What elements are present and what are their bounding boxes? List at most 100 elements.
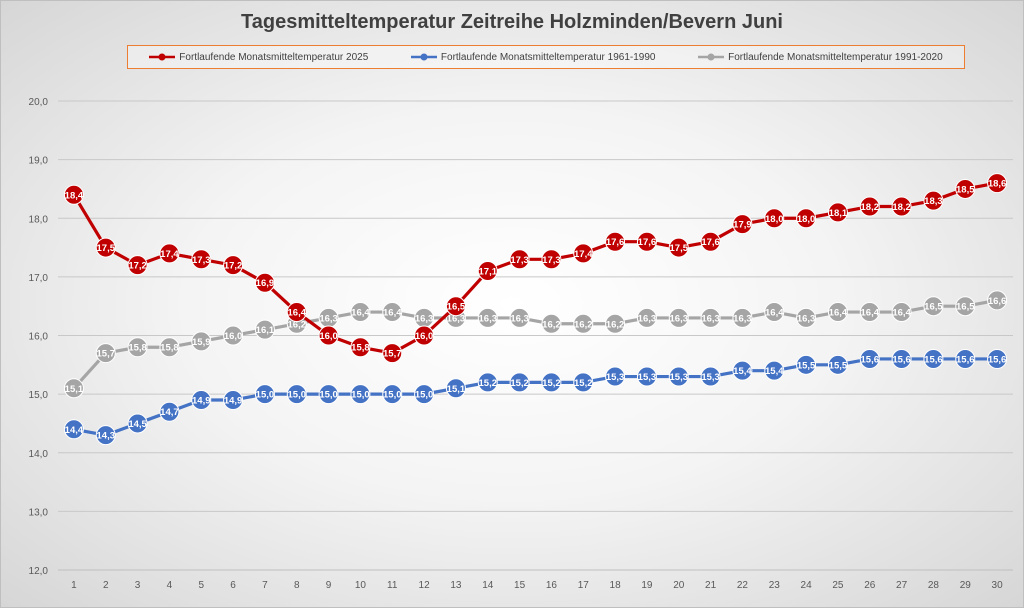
x-tick-label: 3 [135, 580, 141, 591]
series-1991-2020-point [382, 302, 403, 323]
series-1991-2020-point [573, 313, 594, 334]
series-2025-data-label: 17,4 [574, 249, 593, 260]
x-tick-label: 12 [419, 580, 431, 591]
series-2025-data-label: 17,6 [606, 237, 625, 248]
x-tick-label: 1 [71, 580, 77, 591]
series-2025-point [477, 261, 498, 282]
legend-label-2025: Fortlaufende Monatsmitteltemperatur 2025 [179, 51, 369, 63]
series-1991-2020-data-label: 16,3 [797, 313, 816, 324]
series-1991-2020-data-label: 16,2 [606, 319, 625, 330]
series-1991-2020-point [987, 290, 1008, 311]
y-tick-label: 18,0 [29, 214, 49, 225]
series-2025-point [445, 296, 466, 317]
series-1961-1990-data-label: 15,6 [861, 354, 880, 365]
series-2025-point [318, 325, 339, 346]
legend-entry-1991-2020: Fortlaufende Monatsmitteltemperatur 1991… [698, 52, 943, 63]
series-1991-2020-point [955, 296, 976, 317]
x-tick-label: 4 [167, 580, 173, 591]
series-1991-2020-data-label: 16,2 [542, 319, 561, 330]
series-1961-1990-point [318, 384, 339, 405]
series-1961-1990-point [605, 366, 626, 387]
series-1961-1990-point [732, 360, 753, 381]
series-1991-2020-data-label: 15,9 [192, 337, 211, 348]
series-2025-data-label: 18,6 [988, 179, 1007, 190]
series-1991-2020-point [796, 307, 817, 328]
series-1961-1990-data-label: 15,2 [510, 378, 529, 389]
series-1961-1990-data-label: 15,0 [383, 390, 402, 401]
y-tick-label: 19,0 [29, 156, 49, 167]
series-2025-point [987, 173, 1008, 194]
series-1991-2020-point [636, 307, 657, 328]
series-1961-1990-point [668, 366, 689, 387]
series-2025-point [95, 237, 116, 258]
series-2025-point [573, 243, 594, 264]
series-1961-1990-point [445, 378, 466, 399]
x-tick-label: 2 [103, 580, 109, 591]
series-2025-point [955, 178, 976, 199]
series-2025-data-label: 17,3 [542, 255, 561, 266]
series-1961-1990-data-label: 15,3 [606, 372, 625, 383]
series-2025-point [541, 249, 562, 270]
series-1961-1990-point [764, 360, 785, 381]
series-1991-2020-data-label: 16,3 [415, 313, 434, 324]
series-1991-2020-point [477, 307, 498, 328]
legend-marker-1961-1990 [410, 53, 437, 61]
series-2025-point [700, 231, 721, 252]
series-2025-data-label: 18,0 [797, 214, 816, 225]
series-2025-data-label: 17,6 [638, 237, 657, 248]
series-1961-1990-point [223, 389, 244, 410]
x-tick-label: 13 [450, 580, 462, 591]
series-1991-2020-data-label: 16,4 [829, 308, 848, 319]
series-1961-1990-data-label: 15,2 [574, 378, 593, 389]
series-2025-data-label: 17,5 [97, 243, 116, 254]
x-tick-label: 28 [928, 580, 940, 591]
y-tick-label: 13,0 [29, 507, 49, 518]
series-1961-1990-point [700, 366, 721, 387]
y-tick-label: 15,0 [29, 390, 49, 401]
series-1991-2020-point [923, 296, 944, 317]
x-tick-label: 23 [769, 580, 781, 591]
series-2025-point [732, 214, 753, 235]
series-1961-1990-point [509, 372, 530, 393]
series-2025-data-label: 16,0 [319, 331, 338, 342]
series-1991-2020-data-label: 15,8 [160, 343, 179, 354]
series-2025-data-label: 16,4 [288, 308, 307, 319]
series-1991-2020-data-label: 16,3 [447, 313, 466, 324]
series-1991-2020-point [605, 313, 626, 334]
legend-marker-1991-2020 [698, 53, 725, 61]
series-1961-1990-data-label: 14,7 [160, 407, 179, 418]
series-1991-2020-point [827, 302, 848, 323]
series-1991-2020-data-label: 15,7 [97, 349, 116, 360]
series-2025-data-label: 17,2 [224, 261, 243, 272]
series-1991-2020-data-label: 16,4 [892, 308, 911, 319]
series-2025-data-label: 15,8 [351, 343, 370, 354]
series-1991-2020-data-label: 16,1 [256, 325, 275, 336]
legend-marker-2025 [149, 53, 176, 61]
series-2025-point [796, 208, 817, 229]
series-1991-2020-data-label: 16,4 [351, 308, 370, 319]
series-1961-1990-data-label: 15,0 [415, 390, 434, 401]
series-1991-2020-point [159, 337, 180, 358]
x-tick-label: 10 [355, 580, 367, 591]
series-2025-data-label: 18,5 [956, 184, 975, 195]
series-2025-data-label: 17,2 [128, 261, 147, 272]
series-1961-1990-data-label: 15,6 [988, 354, 1007, 365]
x-tick-label: 5 [198, 580, 204, 591]
series-1961-1990-data-label: 15,3 [638, 372, 657, 383]
series-1961-1990-data-label: 15,3 [670, 372, 689, 383]
series-1991-2020-point [254, 319, 275, 340]
series-1991-2020-data-label: 16,2 [574, 319, 593, 330]
series-1961-1990-data-label: 14,3 [97, 431, 116, 442]
series-1991-2020-data-label: 16,5 [924, 302, 943, 313]
x-tick-label: 8 [294, 580, 300, 591]
y-tick-label: 17,0 [29, 273, 49, 284]
legend-entry-1961-1990: Fortlaufende Monatsmitteltemperatur 1961… [410, 52, 655, 63]
x-tick-label: 30 [992, 580, 1004, 591]
series-1991-2020-point [95, 343, 116, 364]
series-1961-1990-point [573, 372, 594, 393]
series-2025-data-label: 17,3 [192, 255, 211, 266]
x-tick-label: 11 [387, 580, 398, 591]
x-tick-label: 22 [737, 580, 749, 591]
series-1961-1990-data-label: 15,3 [701, 372, 720, 383]
series-1991-2020-data-label: 16,3 [638, 313, 657, 324]
